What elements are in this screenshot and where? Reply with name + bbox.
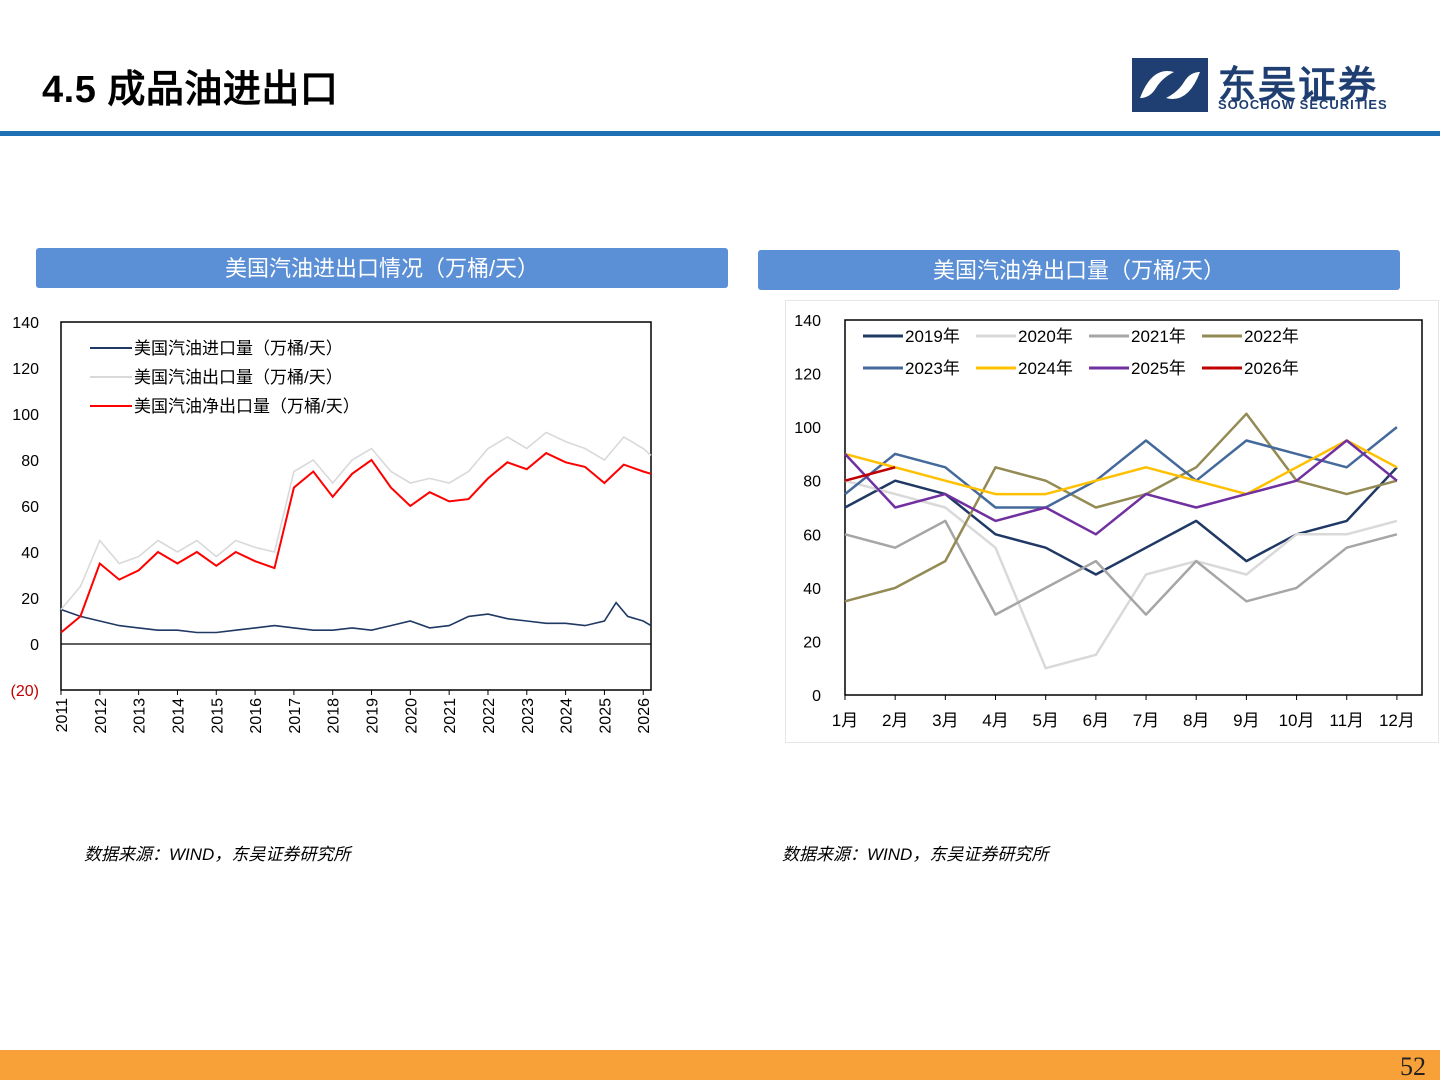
right-source-note: 数据来源：WIND，东吴证券研究所 <box>782 845 1049 864</box>
x-tick-label: 2013 <box>132 698 149 734</box>
logo-mark-icon <box>1132 58 1208 112</box>
line-series-5 <box>844 439 1398 496</box>
legend-label: 2019年 <box>905 327 960 346</box>
x-tick-label: 6月 <box>1083 711 1109 730</box>
page-title: 4.5 成品油进出口 <box>42 69 339 111</box>
x-tick-label: 5月 <box>1032 711 1058 730</box>
x-tick-label: 2012 <box>93 698 110 734</box>
line-series-2 <box>60 451 652 634</box>
line-series-2 <box>844 519 1398 616</box>
company-logo: 东吴证券 SOOCHOW SECURITIES <box>1132 54 1412 116</box>
y-tick-label: 20 <box>803 634 821 651</box>
y-tick-label: 140 <box>794 313 821 330</box>
left-panel-header: 美国汽油进出口情况（万桶/天） <box>36 248 728 288</box>
footer-bar <box>0 1050 1440 1080</box>
y-tick-label: 0 <box>30 637 39 654</box>
y-tick-label: 120 <box>794 367 821 384</box>
line-series-1 <box>60 431 652 611</box>
y-tick-label: 100 <box>12 407 39 424</box>
x-tick-label: 2022 <box>481 698 498 734</box>
y-tick-label: 60 <box>803 527 821 544</box>
x-tick-label: 2015 <box>209 698 226 734</box>
y-tick-label: 40 <box>21 545 39 562</box>
legend-label: 美国汽油出口量（万桶/天） <box>134 368 343 387</box>
page-number: 52 <box>1400 1052 1426 1081</box>
header-rule <box>0 131 1440 136</box>
x-tick-label: 2014 <box>170 698 187 734</box>
right-panel-header: 美国汽油净出口量（万桶/天） <box>758 250 1400 290</box>
legend-label: 2020年 <box>1018 327 1073 346</box>
y-tick-label: 80 <box>803 474 821 491</box>
x-tick-label: 2021 <box>442 698 459 734</box>
y-tick-label: 100 <box>794 420 821 437</box>
line-series-4 <box>844 426 1398 509</box>
line-series-3 <box>844 412 1398 603</box>
legend-label: 2022年 <box>1244 327 1299 346</box>
logo-text-en: SOOCHOW SECURITIES <box>1218 97 1388 112</box>
import-export-chart: 140 120 100 80 60 40 20 0 (20) 2011 2012 2013 2014 20… <box>11 315 654 734</box>
y-tick-label: 60 <box>21 499 39 516</box>
legend-label: 2025年 <box>1131 359 1186 378</box>
x-tick-label: 2018 <box>326 698 343 734</box>
y-tick-label: 0 <box>812 688 821 705</box>
y-tick-label: 140 <box>12 315 39 332</box>
legend-label: 2023年 <box>905 359 960 378</box>
net-export-seasonal-chart: 140 120 100 80 60 40 20 0 1月 2月 3月 4月 5月 6月 7月 8月 9月 10月 1… <box>785 300 1439 743</box>
x-tick-label: 7月 <box>1133 711 1159 730</box>
x-tick-label: 2月 <box>882 711 908 730</box>
legend-label: 2024年 <box>1018 359 1073 378</box>
y-tick-label: (20) <box>11 683 39 700</box>
x-tick-label: 8月 <box>1183 711 1209 730</box>
line-series-0 <box>60 601 652 634</box>
y-tick-label: 40 <box>803 581 821 598</box>
x-tick-label: 2023 <box>520 698 537 734</box>
x-tick-label: 10月 <box>1279 711 1315 730</box>
x-tick-label: 2017 <box>287 698 304 734</box>
chart-border <box>785 300 1439 743</box>
x-tick-label: 2020 <box>403 698 420 734</box>
x-tick-label: 9月 <box>1233 711 1259 730</box>
y-tick-label: 120 <box>12 361 39 378</box>
legend-label: 美国汽油净出口量（万桶/天） <box>134 397 360 416</box>
x-tick-label: 11月 <box>1329 711 1364 730</box>
y-tick-label: 20 <box>21 591 39 608</box>
x-tick-label: 2019 <box>365 698 382 734</box>
x-tick-label: 2026 <box>636 698 653 734</box>
x-tick-label: 2025 <box>597 698 614 734</box>
x-tick-label: 1月 <box>832 711 858 730</box>
legend-label: 2021年 <box>1131 327 1186 346</box>
left-source-note: 数据来源：WIND，东吴证券研究所 <box>84 845 351 864</box>
logo-text-cn: 东吴证券 <box>1218 65 1379 107</box>
line-series-7 <box>844 466 896 482</box>
x-tick-label: 4月 <box>982 711 1008 730</box>
x-tick-label: 12月 <box>1379 711 1415 730</box>
legend-label: 美国汽油进口量（万桶/天） <box>134 339 343 358</box>
x-tick-label: 2016 <box>248 698 265 734</box>
x-tick-label: 3月 <box>932 711 958 730</box>
line-series-1 <box>844 479 1398 670</box>
y-tick-label: 80 <box>21 453 39 470</box>
line-series-0 <box>844 466 1398 576</box>
x-tick-label: 2011 <box>54 698 71 733</box>
line-series-6 <box>844 439 1398 536</box>
x-tick-label: 2024 <box>559 698 576 734</box>
legend-label: 2026年 <box>1244 359 1299 378</box>
